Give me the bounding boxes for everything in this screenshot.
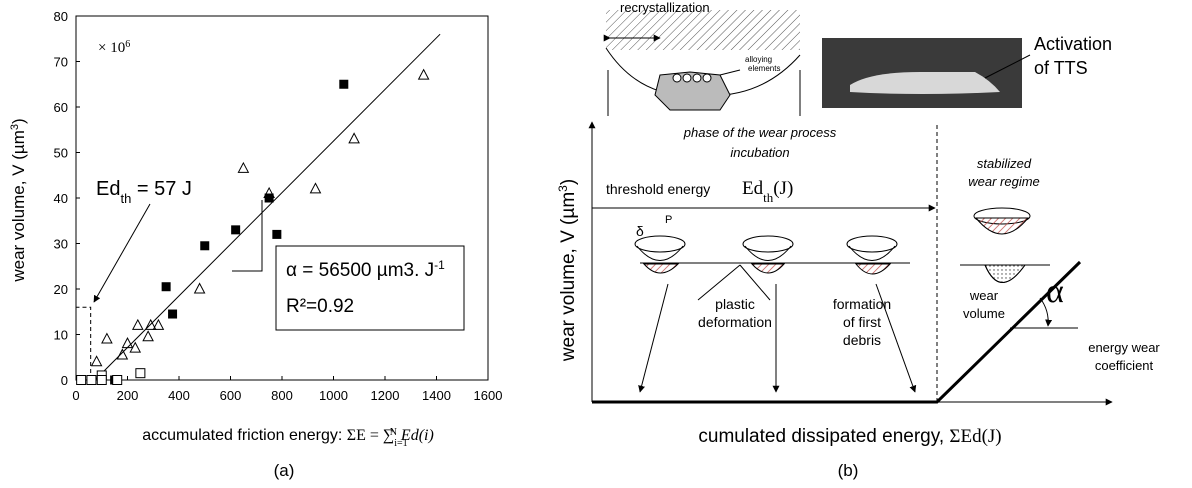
point: [144, 318, 157, 330]
point: [348, 132, 360, 144]
y-tick-label: 10: [54, 328, 68, 343]
point: [96, 375, 107, 385]
alloying: alloying elements: [745, 55, 780, 73]
activation: Activation of TTS: [1034, 34, 1112, 78]
x-axis-label: accumulated friction energy: ΣE = ∑i=1N …: [142, 427, 434, 449]
stabilized: stabilized wear regime: [968, 156, 1040, 189]
wear-curve: [592, 260, 1082, 404]
point: [116, 348, 129, 360]
fit-line: [94, 33, 441, 381]
point: [121, 337, 134, 349]
point: [161, 282, 171, 292]
point: [264, 193, 274, 203]
coefficient: energy wear coefficient: [1088, 340, 1160, 373]
x-tick-label: 600: [220, 388, 242, 403]
point: [131, 318, 144, 330]
point: [142, 330, 154, 342]
x-tick-label: 200: [117, 388, 139, 403]
y-tick-label: 70: [54, 55, 68, 70]
panel-b: [588, 10, 1113, 406]
delta: δ: [636, 223, 644, 239]
point: [90, 355, 103, 367]
point: [152, 318, 165, 330]
y-tick-label: 40: [54, 191, 68, 206]
y-tick-label: 0: [61, 373, 68, 388]
y-tick-label: 20: [54, 282, 68, 297]
panel-b-text: recrystallization alloying elements Activ…: [556, 0, 1160, 480]
incubation: incubation: [730, 145, 789, 160]
x-tick-label: 1000: [319, 388, 348, 403]
threshold-guide: [76, 306, 92, 380]
alpha: α: [1046, 273, 1064, 310]
x-tick-label: 1200: [371, 388, 400, 403]
point: [417, 68, 430, 80]
slope-triangle: [232, 200, 263, 272]
point: [76, 375, 87, 385]
x-tick-label: 800: [271, 388, 293, 403]
wear-volume: wear volume: [963, 288, 1005, 321]
caption-b: (b): [838, 461, 859, 480]
plastic: plastic deformation: [698, 296, 772, 330]
y-tick-label: 80: [54, 9, 68, 24]
point: [135, 368, 146, 379]
y-tick-label: 30: [54, 237, 68, 252]
y-tick-label: 60: [54, 100, 68, 115]
point: [101, 332, 113, 344]
multiplier: × 106: [98, 39, 130, 57]
r2-label: R²=0.92: [286, 296, 354, 317]
edth: Edth(J): [742, 178, 793, 205]
x-axis-label-b: cumulated dissipated energy, ΣEd(J): [698, 426, 1001, 447]
point: [112, 375, 123, 385]
x-tick-label: 1600: [474, 388, 503, 403]
x-tick-label: 1400: [422, 388, 451, 403]
x-tick-label: 400: [168, 388, 190, 403]
p: P: [665, 214, 672, 226]
point: [237, 161, 250, 173]
angle-arc: [1039, 297, 1053, 327]
point: [168, 309, 178, 319]
panel-a: × 106 wear volume, V (µm3) accumulated f…: [9, 9, 502, 480]
formation: formation of first debris: [833, 296, 891, 348]
y-tick-label: 50: [54, 146, 68, 161]
point: [231, 225, 241, 235]
point: [129, 341, 142, 353]
caption: (a): [274, 461, 295, 480]
contacts: [634, 207, 1050, 393]
annotation-box: [275, 245, 465, 331]
y-axis-label-b: wear volume, V (µm3): [556, 179, 579, 362]
phase: phase of the wear process: [683, 125, 837, 140]
point: [339, 79, 349, 89]
point: [86, 375, 97, 385]
y-axis-label: wear volume, V (µm3): [9, 118, 28, 282]
threshold-label: Edth = 57 J: [96, 178, 192, 206]
point: [200, 241, 210, 251]
x-tick-label: 0: [72, 388, 79, 403]
point: [272, 229, 282, 239]
point: [193, 282, 206, 294]
point: [263, 186, 275, 198]
threshold-text: threshold energy: [606, 181, 710, 197]
alpha-label: α = 56500 µm3. J-1: [286, 258, 445, 281]
recrystallization: recrystallization: [620, 0, 710, 15]
threshold-arrow: [93, 203, 151, 303]
point: [309, 182, 322, 194]
